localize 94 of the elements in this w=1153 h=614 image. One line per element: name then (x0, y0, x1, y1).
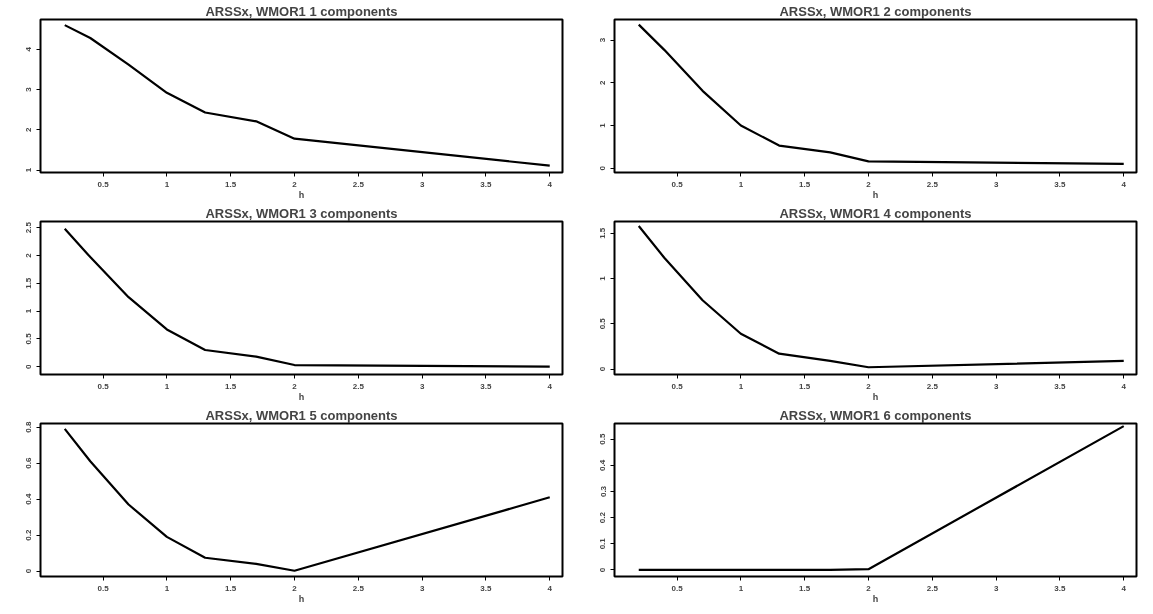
x-tick-label: 4 (547, 381, 553, 391)
y-tick-label: 0.2 (24, 528, 34, 541)
x-tick-label: 0.5 (671, 179, 684, 189)
x-tick-label: 3.5 (1054, 583, 1067, 593)
x-tick-label: 4 (547, 583, 553, 593)
x-axis-title: h (872, 593, 879, 604)
y-tick-label: 0 (598, 567, 608, 573)
x-tick-label: 1 (164, 179, 170, 189)
x-tick-label: 3.5 (1054, 179, 1067, 189)
x-tick-label: 1 (738, 583, 744, 593)
x-tick-label: 0.5 (97, 179, 110, 189)
line-series (63, 24, 551, 167)
x-tick-label: 3.5 (480, 179, 493, 189)
x-tick-label: 3.5 (480, 583, 493, 593)
x-tick-label: 4 (1121, 583, 1127, 593)
y-tick-label: 0 (598, 165, 608, 171)
line-series (637, 23, 1125, 166)
x-tick-label: 2.5 (352, 381, 365, 391)
y-tick-label: 0.3 (598, 485, 608, 498)
y-tick-label: 4 (24, 46, 34, 52)
x-tick-label: 1.5 (225, 583, 237, 593)
x-tick-label: 3 (993, 583, 999, 593)
x-tick-label: 1 (164, 381, 170, 391)
x-tick-label: 2.5 (926, 583, 939, 593)
y-tick-label: 0.5 (598, 433, 608, 445)
x-tick-label: 2.5 (352, 179, 365, 189)
line-series (637, 224, 1125, 369)
x-tick-label: 0.5 (671, 583, 684, 593)
y-tick-label: 0.8 (24, 420, 34, 433)
y-tick-label: 0.4 (24, 492, 34, 505)
x-tick-label: 3 (419, 583, 425, 593)
x-axis-title: h (872, 391, 879, 402)
x-tick-label: 2 (292, 381, 298, 391)
x-tick-label: 2 (866, 179, 872, 189)
x-tick-label: 3 (419, 381, 425, 391)
x-tick-label: 1 (738, 179, 744, 189)
x-tick-label: 3.5 (1054, 381, 1067, 391)
x-tick-label: 1.5 (799, 583, 811, 593)
chart-title: ARSSx, WMOR1 1 components (205, 3, 398, 19)
y-tick-label: 0.2 (598, 511, 608, 524)
y-tick-label: 0.1 (598, 537, 608, 550)
y-tick-label: 0.5 (24, 332, 34, 345)
chart-title: ARSSx, WMOR1 4 components (779, 205, 972, 221)
x-tick-label: 2.5 (926, 381, 939, 391)
y-tick-label: 2.5 (24, 221, 34, 234)
y-tick-label: 1 (598, 122, 608, 128)
x-axis-title: h (298, 391, 305, 402)
x-tick-label: 2.5 (352, 583, 365, 593)
x-tick-label: 4 (1121, 381, 1127, 391)
x-axis-title: h (298, 189, 305, 200)
y-tick-label: 0 (598, 366, 608, 372)
y-tick-label: 1 (24, 167, 34, 173)
chart-title: ARSSx, WMOR1 6 components (779, 407, 972, 423)
x-tick-label: 3 (419, 179, 425, 189)
x-tick-label: 2 (866, 583, 872, 593)
chart-title: ARSSx, WMOR1 3 components (205, 205, 398, 221)
x-tick-label: 1 (738, 381, 744, 391)
chart-title: ARSSx, WMOR1 5 components (205, 407, 398, 423)
x-tick-label: 2.5 (926, 179, 939, 189)
line-series (63, 427, 551, 572)
x-tick-label: 3.5 (480, 381, 493, 391)
y-tick-label: 0 (24, 363, 34, 369)
x-tick-label: 2 (292, 583, 298, 593)
x-tick-label: 4 (1121, 179, 1127, 189)
x-tick-label: 1.5 (799, 179, 811, 189)
y-tick-label: 0.5 (598, 317, 608, 330)
y-tick-label: 0.4 (598, 459, 608, 471)
x-tick-label: 0.5 (97, 583, 110, 593)
x-axis-title: h (298, 593, 305, 604)
y-tick-label: 0.6 (24, 456, 34, 469)
x-axis-title: h (872, 189, 879, 200)
y-tick-label: 2 (24, 127, 34, 133)
y-tick-label: 2 (598, 79, 608, 85)
x-tick-label: 0.5 (97, 381, 110, 391)
y-tick-label: 2 (24, 252, 34, 258)
y-tick-label: 3 (24, 86, 34, 92)
y-tick-label: 0 (24, 568, 34, 574)
x-tick-label: 4 (547, 179, 553, 189)
x-tick-label: 1 (164, 583, 170, 593)
y-tick-label: 1.5 (598, 227, 608, 239)
y-tick-label: 1.5 (24, 277, 34, 289)
line-series (63, 227, 551, 368)
chart-title: ARSSx, WMOR1 2 components (779, 3, 972, 19)
x-tick-label: 2 (292, 179, 298, 189)
x-tick-label: 3 (993, 381, 999, 391)
x-tick-label: 1.5 (225, 381, 237, 391)
x-tick-label: 1.5 (799, 381, 811, 391)
x-tick-label: 1.5 (225, 179, 237, 189)
y-tick-label: 3 (598, 37, 608, 43)
x-tick-label: 0.5 (671, 381, 684, 391)
y-tick-label: 1 (24, 308, 34, 314)
y-tick-label: 1 (598, 275, 608, 281)
x-tick-label: 2 (866, 381, 872, 391)
x-tick-label: 3 (993, 179, 999, 189)
